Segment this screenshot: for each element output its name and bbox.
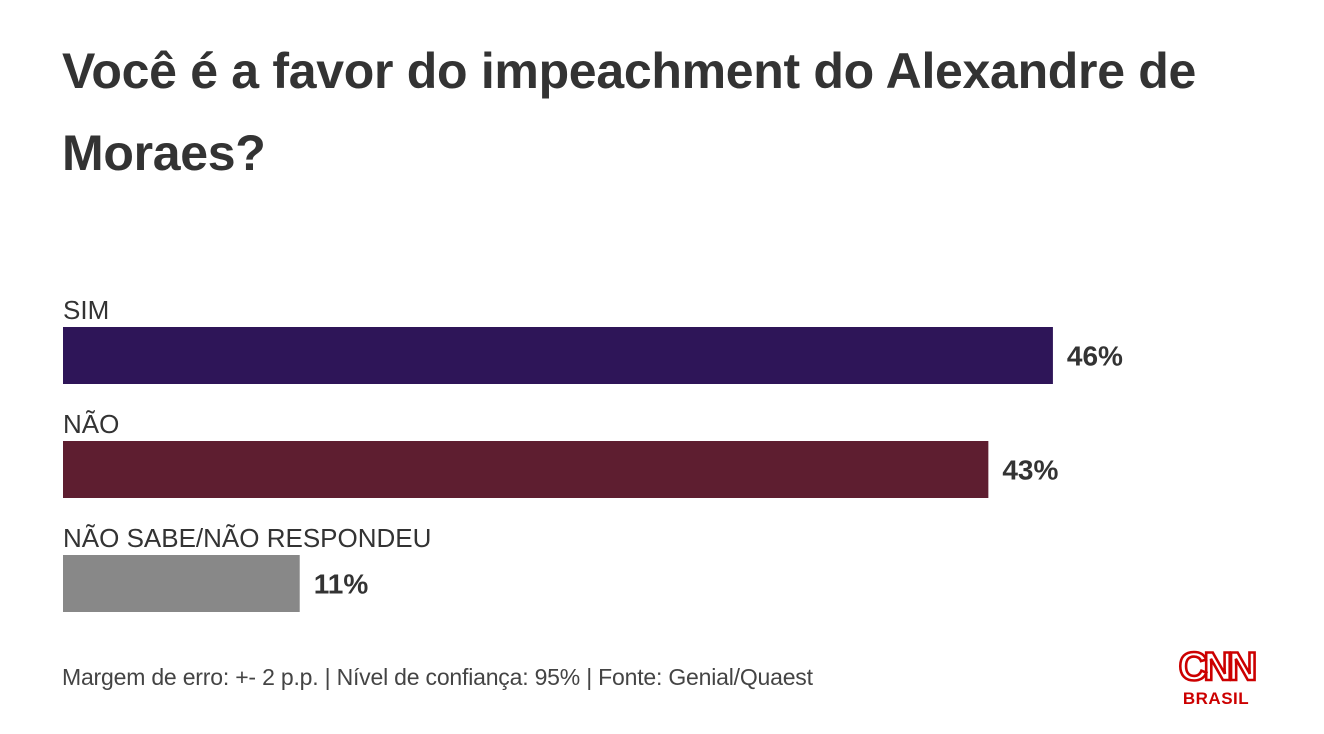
bar: [63, 555, 300, 612]
cnn-brasil-logo: CNN BRASIL: [1177, 644, 1260, 708]
chart-title: Você é a favor do impeachment do Alexand…: [62, 43, 1197, 181]
bar: [63, 327, 1053, 384]
category-label: SIM: [63, 295, 109, 325]
bar: [63, 441, 989, 498]
cnn-logo-text: CNN: [1179, 645, 1256, 689]
value-label: 46%: [1067, 341, 1123, 372]
footer-note: Margem de erro: +- 2 p.p. | Nível de con…: [62, 664, 813, 690]
value-label: 11%: [314, 569, 369, 600]
brasil-logo-text: BRASIL: [1183, 689, 1249, 708]
category-label: NÃO: [63, 409, 119, 439]
value-label: 43%: [1002, 455, 1058, 486]
category-label: NÃO SABE/NÃO RESPONDEU: [63, 523, 431, 553]
